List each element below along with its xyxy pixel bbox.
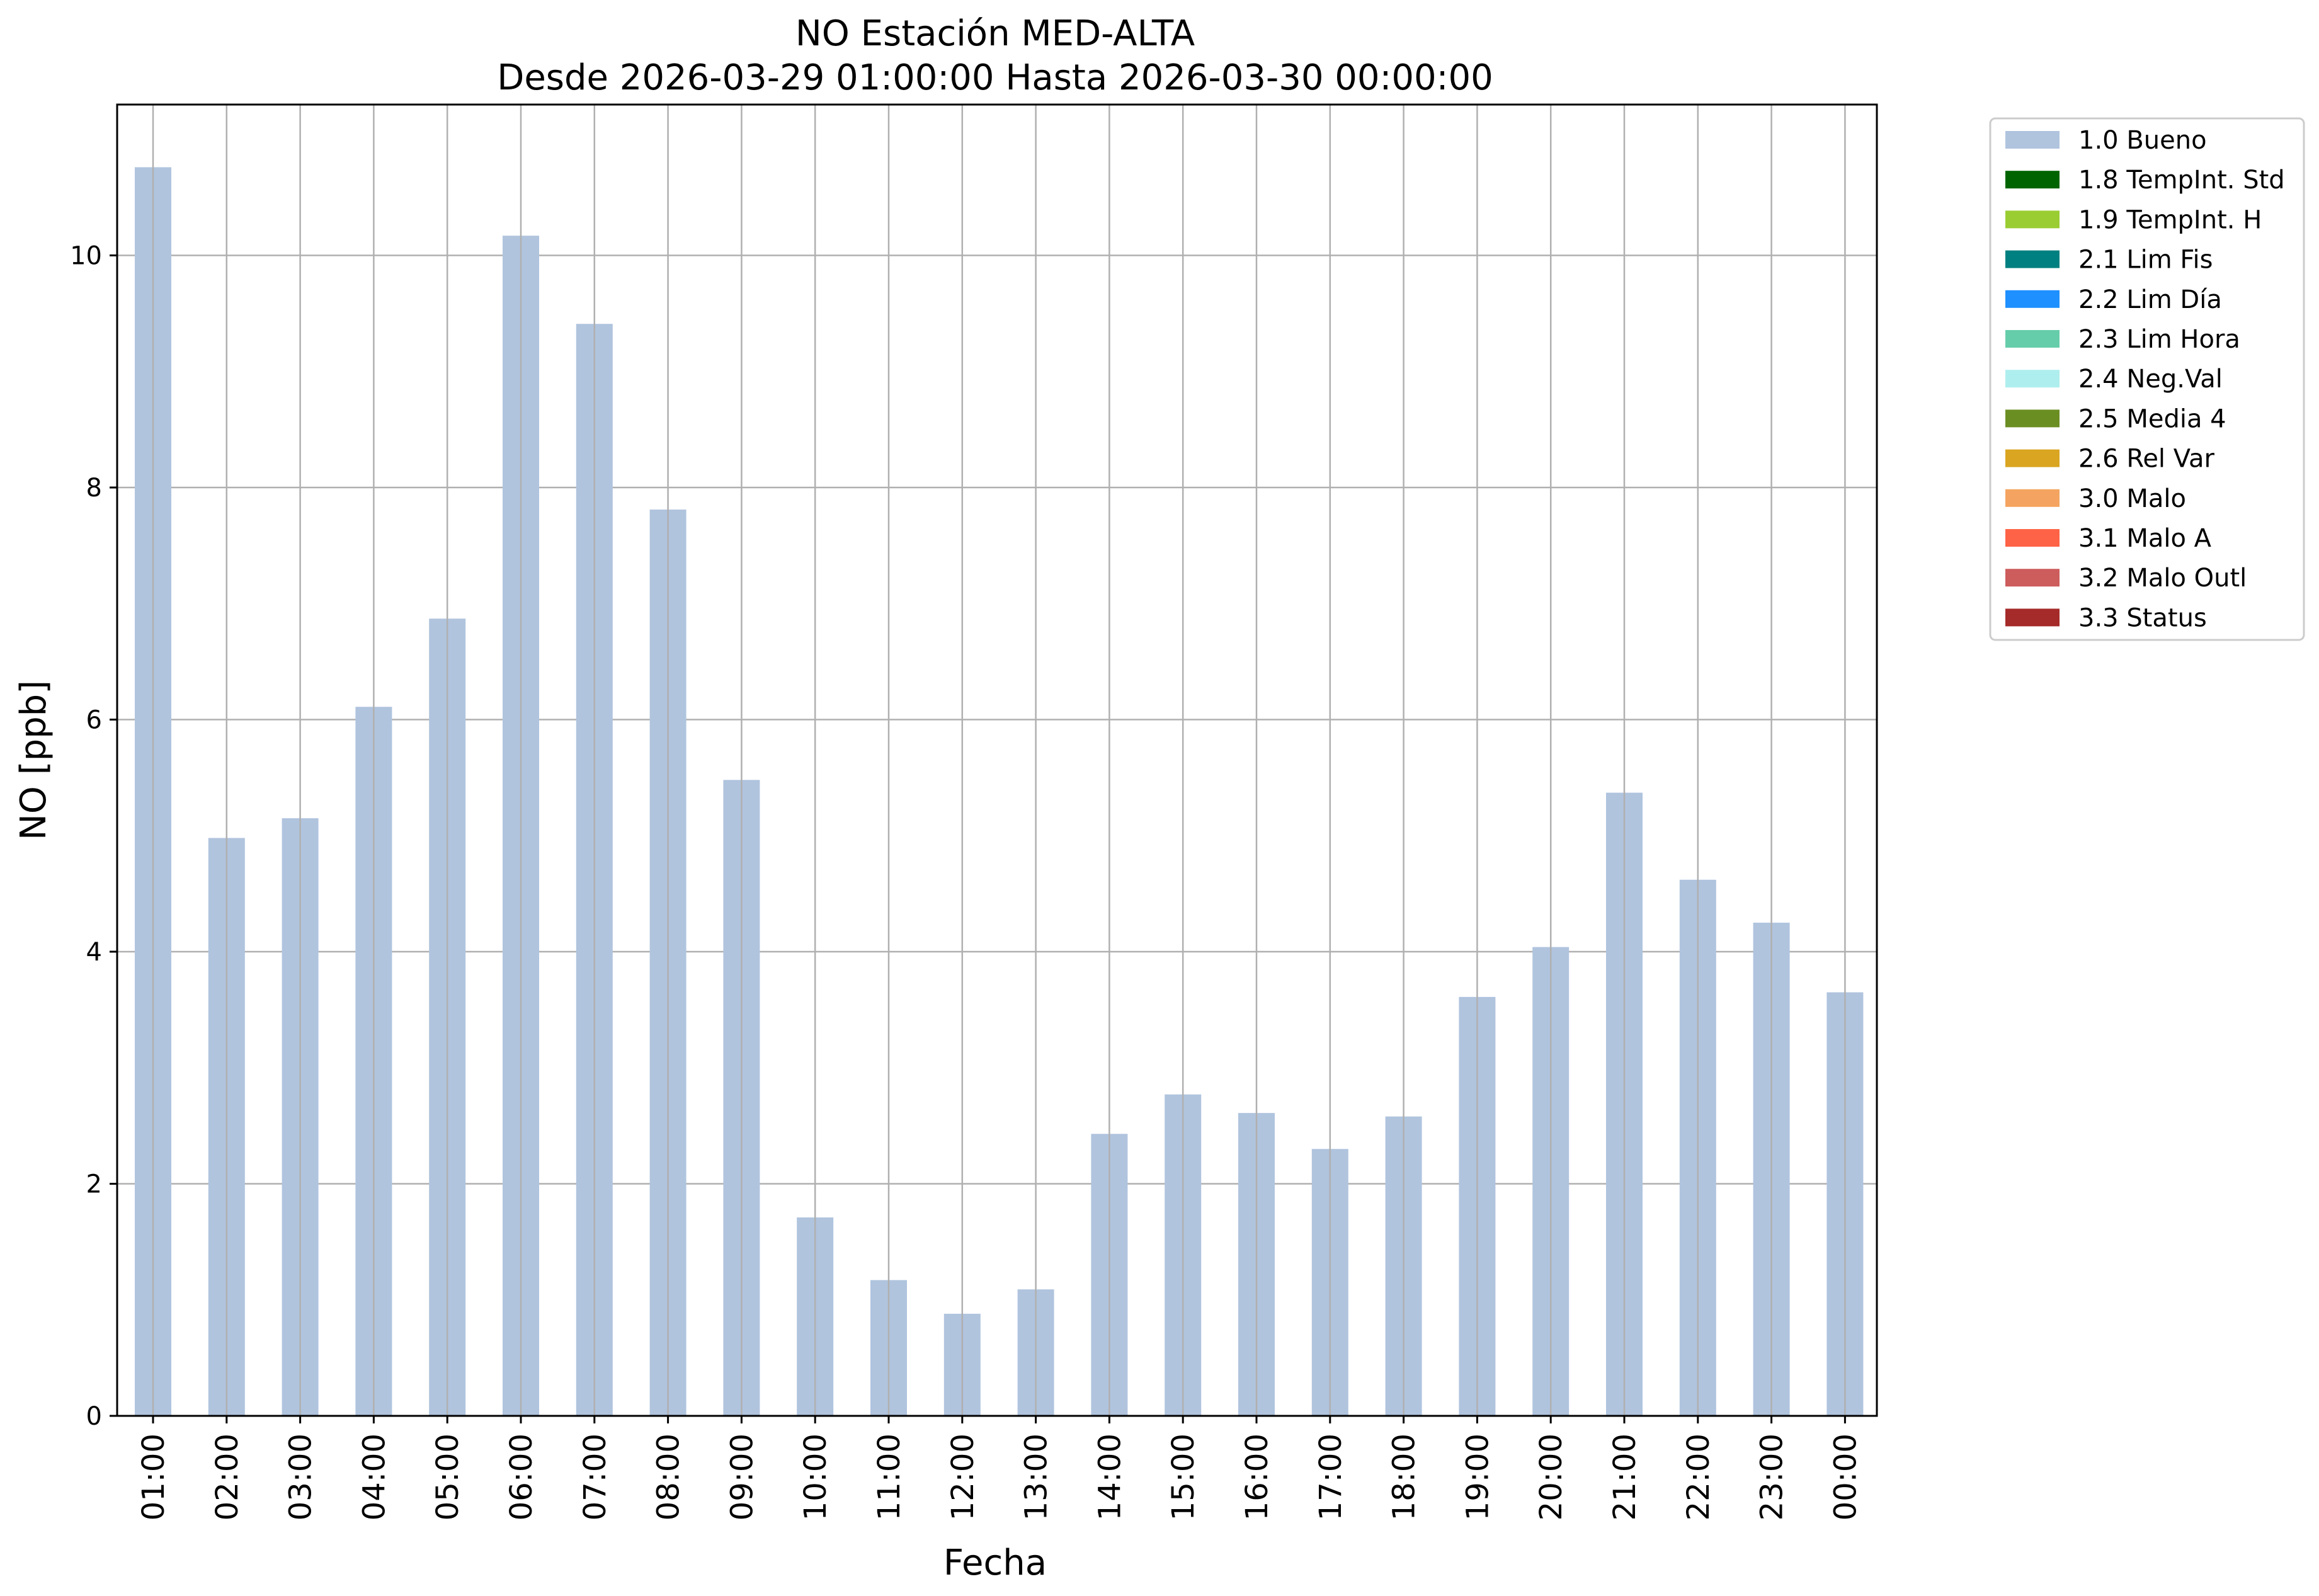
grid [117, 254, 1877, 1185]
x-tick-label: 18:00 [1387, 1434, 1422, 1520]
legend-swatch [2005, 569, 2060, 587]
x-tick-label: 01:00 [136, 1434, 171, 1520]
x-axis-ticks: 01:00 02:00 03:00 04:00 05:00 06:00 07:00 08:00… [136, 1416, 1863, 1520]
legend-swatch [2005, 370, 2060, 388]
y-tick-label: 10 [70, 242, 102, 271]
chart-subtitle: Desde 2026-03-29 01:00:00 Hasta 2026-03-… [497, 57, 1493, 98]
legend: 1.0 Bueno 1.8 TempInt. Std 1.9 TempInt. H 2… [1989, 117, 2305, 641]
y-axis-label: NO [ppb] [13, 680, 54, 840]
legend-label: 3.1 Malo A [2078, 524, 2212, 553]
legend-label: 3.3 Status [2078, 603, 2207, 632]
x-tick-label: 23:00 [1755, 1434, 1790, 1520]
x-tick-label: 11:00 [872, 1434, 907, 1520]
x-axis-label: Fecha [943, 1542, 1047, 1583]
legend-swatch [2005, 529, 2060, 547]
x-tick-label: 07:00 [578, 1434, 613, 1520]
legend-box [1989, 117, 2305, 641]
legend-label: 1.8 TempInt. Std [2078, 166, 2285, 195]
x-tick-label: 17:00 [1313, 1434, 1348, 1520]
x-tick-label: 09:00 [724, 1434, 760, 1520]
y-tick-label: 2 [86, 1170, 102, 1199]
x-tick-label: 06:00 [504, 1434, 539, 1520]
legend-swatch [2005, 131, 2060, 149]
x-tick-label: 22:00 [1681, 1434, 1716, 1520]
x-tick-label: 10:00 [798, 1434, 833, 1520]
legend-swatch [2005, 330, 2060, 348]
legend-swatch [2005, 250, 2060, 268]
legend-label: 3.2 Malo Outl [2078, 564, 2247, 593]
legend-swatch [2005, 171, 2060, 189]
y-tick-label: 6 [86, 706, 102, 735]
y-tick-label: 8 [86, 474, 102, 503]
legend-swatch [2005, 449, 2060, 467]
legend-label: 2.3 Lim Hora [2078, 325, 2240, 354]
legend-swatch [2005, 608, 2060, 627]
legend-swatch [2005, 290, 2060, 308]
legend-swatch [2005, 210, 2060, 229]
legend-swatch [2005, 409, 2060, 428]
vertical-grid [152, 105, 1846, 1416]
x-tick-label: 19:00 [1460, 1434, 1495, 1520]
x-tick-label: 21:00 [1607, 1434, 1643, 1520]
x-tick-label: 20:00 [1534, 1434, 1569, 1520]
legend-swatch [2005, 489, 2060, 507]
legend-label: 3.0 Malo [2078, 484, 2186, 513]
legend-label: 1.9 TempInt. H [2078, 205, 2262, 234]
y-tick-label: 4 [86, 938, 102, 967]
x-tick-label: 03:00 [283, 1434, 319, 1520]
y-axis-ticks: 0 2 4 6 8 10 [70, 242, 117, 1431]
x-tick-label: 12:00 [945, 1434, 981, 1520]
x-tick-label: 16:00 [1239, 1434, 1275, 1520]
x-tick-label: 05:00 [430, 1434, 465, 1520]
x-tick-label: 13:00 [1019, 1434, 1054, 1520]
x-tick-label: 04:00 [356, 1434, 392, 1520]
legend-label: 2.2 Lim Día [2078, 285, 2222, 314]
plot-frame [116, 103, 1878, 1417]
legend-label: 2.4 Neg.Val [2078, 365, 2223, 394]
x-tick-label: 08:00 [651, 1434, 687, 1520]
x-tick-label: 14:00 [1092, 1434, 1127, 1520]
chart-title: NO Estación MED-ALTA [795, 13, 1195, 54]
legend-label: 2.5 Media 4 [2078, 404, 2226, 433]
y-tick-label: 0 [86, 1402, 102, 1431]
legend-label: 2.1 Lim Fis [2078, 246, 2213, 275]
x-tick-label: 00:00 [1828, 1434, 1863, 1520]
legend-label: 1.0 Bueno [2078, 126, 2207, 155]
legend-label: 2.6 Rel Var [2078, 445, 2215, 474]
x-tick-label: 15:00 [1166, 1434, 1201, 1520]
x-tick-label: 02:00 [210, 1434, 245, 1520]
